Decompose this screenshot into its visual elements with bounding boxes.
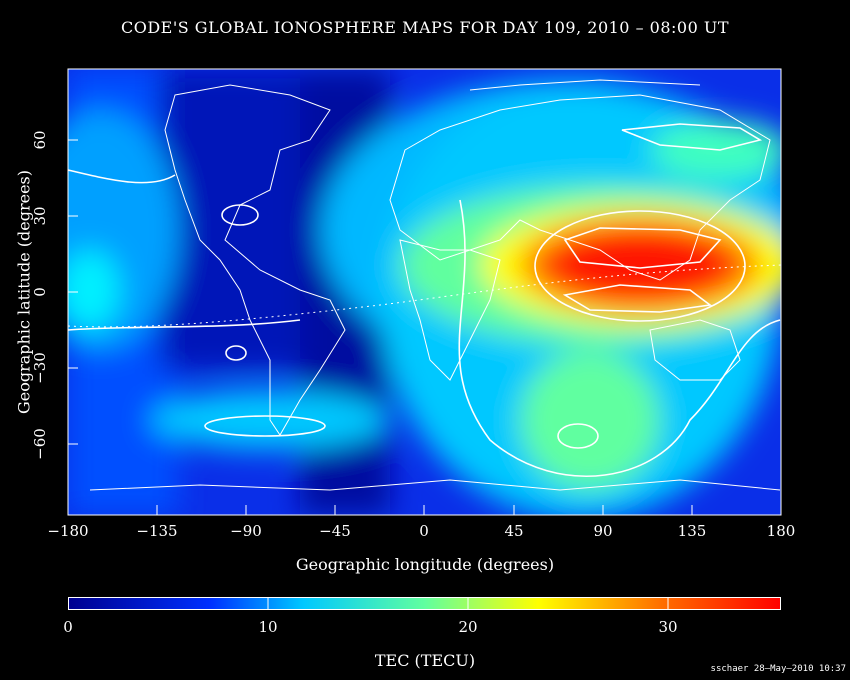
colorbar-tick: 30 (658, 618, 678, 636)
x-tick-label: 0 (419, 522, 429, 540)
colorbar-tick: 0 (63, 618, 73, 636)
map-title: CODE'S GLOBAL IONOSPHERE MAPS FOR DAY 10… (120, 18, 730, 37)
x-tick-label: 45 (504, 522, 524, 540)
y-tick-label: 60 (31, 130, 49, 150)
colorbar-tick: 10 (258, 618, 278, 636)
y-axis-label: Geographic latitude (degrees) (14, 170, 34, 414)
y-tick-label: 30 (31, 206, 49, 226)
x-tick-label: 180 (766, 522, 796, 540)
credit-text: sschaer 28–May–2010 10:37 (710, 664, 846, 674)
colorbar-tick: 20 (458, 618, 478, 636)
coastlines (89, 79, 781, 491)
colorbar-frame (68, 597, 781, 610)
x-tick-label: −90 (230, 522, 262, 540)
y-tick-label: −30 (31, 352, 49, 384)
colorbar-label: TEC (TECU) (374, 651, 476, 670)
x-axis-label: Geographic longitude (degrees) (295, 555, 555, 574)
y-tick-label: 0 (31, 287, 49, 297)
tec-contours (68, 123, 781, 478)
x-tick-label: 90 (593, 522, 613, 540)
x-tick-label: 135 (677, 522, 707, 540)
x-tick-label: −180 (47, 522, 89, 540)
x-tick-label: −45 (319, 522, 351, 540)
axis-ticks (67, 139, 782, 515)
x-tick-label: −135 (136, 522, 178, 540)
tec-field (68, 69, 781, 515)
colorbar-gradient (68, 597, 781, 610)
y-tick-label: −60 (31, 428, 49, 460)
magnetic-equator (68, 264, 781, 328)
